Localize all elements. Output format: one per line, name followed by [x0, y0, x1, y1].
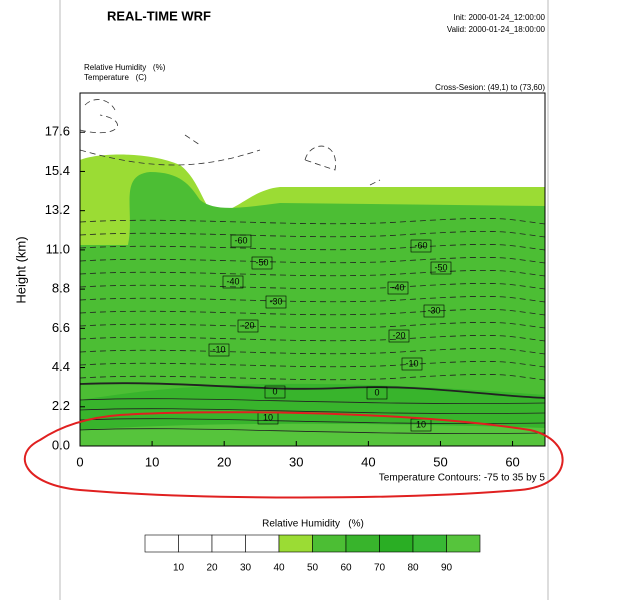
x-tick-label: 60 — [505, 454, 519, 469]
isotherm — [80, 408, 545, 414]
cross-section: Cross-Sesion: (49,1) to (73,60) — [435, 83, 545, 92]
colorbar-level: 60 — [340, 563, 352, 574]
isotherm — [80, 360, 545, 368]
y-tick-label: 15.4 — [45, 163, 70, 178]
y-tick-label: 2.2 — [52, 398, 70, 413]
contour-label: -50 — [255, 257, 268, 267]
isotherm — [80, 243, 545, 251]
contour-label: -10 — [212, 344, 225, 354]
colorbar-title: Relative Humidity (%) — [262, 519, 364, 530]
colorbar-box — [312, 534, 347, 553]
y-tick-label: 13.2 — [45, 202, 70, 217]
isotherm — [80, 230, 545, 238]
field-label: Relative Humidity (%) — [84, 63, 166, 72]
isotherm — [80, 321, 545, 329]
colorbar-level: 50 — [307, 563, 319, 574]
contour-label: -40 — [226, 276, 239, 286]
plot-frame — [79, 92, 546, 447]
colorbar-box — [278, 534, 313, 553]
colorbar-box — [211, 534, 246, 553]
title: REAL-TIME WRF — [107, 8, 211, 23]
isotherm — [80, 256, 545, 264]
y-tick-label: 0.0 — [52, 437, 70, 452]
contour-label-box — [251, 256, 273, 270]
isotherm — [80, 282, 545, 290]
isotherm — [80, 269, 545, 277]
contour-label: -30 — [269, 296, 282, 306]
contour-label-box — [230, 234, 252, 248]
contour-label: 10 — [416, 419, 426, 429]
contour-label-box — [264, 385, 286, 399]
contour-label-box — [387, 281, 409, 295]
contour-label: -60 — [234, 235, 247, 245]
contour-label-box — [265, 295, 287, 309]
contour-label: 0 — [374, 387, 379, 397]
isotherm — [80, 418, 545, 424]
x-tick-label: 40 — [361, 454, 375, 469]
colorbar-box — [379, 534, 414, 553]
colorbar-box — [245, 534, 280, 553]
contour-label: 10 — [263, 412, 273, 422]
contour-label: -50 — [434, 262, 447, 272]
contour-label: 0 — [272, 386, 277, 396]
contour-label-box — [401, 357, 423, 371]
colorbar-box — [345, 534, 380, 553]
y-tick-label: 17.6 — [45, 124, 70, 139]
init-time: Init: 2000-01-24_12:00:00 — [453, 13, 545, 22]
contour-note: Temperature Contours: -75 to 35 by 5 — [379, 473, 546, 484]
contour-label: -20 — [241, 320, 254, 330]
contour-label-box — [208, 343, 230, 357]
colorbar-box — [412, 534, 447, 553]
colorbar-level: 20 — [206, 563, 218, 574]
colorbar-box — [178, 534, 213, 553]
contour-label: -10 — [405, 358, 418, 368]
contour-label-box — [222, 275, 244, 289]
contour-label: -60 — [414, 240, 427, 250]
contour-label-box — [388, 329, 410, 343]
contour-label: -40 — [391, 282, 404, 292]
filled-contours — [80, 99, 545, 446]
y-tick-label: 4.4 — [52, 359, 70, 374]
isotherm — [80, 347, 545, 355]
isotherm — [80, 398, 545, 404]
contour-label: -30 — [427, 305, 440, 315]
y-tick-label: 6.6 — [52, 320, 70, 335]
x-tick-label: 20 — [217, 454, 231, 469]
annotation-ellipse — [23, 411, 564, 499]
colorbar-level: 80 — [407, 563, 419, 574]
isotherm — [80, 334, 545, 342]
colorbar-level: 40 — [273, 563, 285, 574]
contour-label-box — [410, 239, 432, 253]
field-label: Temperature (C) — [84, 73, 147, 82]
x-tick-label: 0 — [76, 454, 83, 469]
isotherm-zero — [80, 382, 545, 399]
contour-label-box — [366, 386, 388, 400]
isotherm — [80, 295, 545, 303]
isotherm — [80, 373, 545, 381]
x-tick-label: 50 — [433, 454, 447, 469]
isotherm — [80, 428, 545, 434]
contour-label-box — [430, 261, 452, 275]
contour-label-box — [423, 304, 445, 318]
colorbar-level: 10 — [173, 563, 185, 574]
colorbar-level: 30 — [240, 563, 252, 574]
y-tick-label: 11.0 — [46, 241, 70, 256]
valid-time: Valid: 2000-01-24_18:00:00 — [447, 25, 546, 34]
isotherm — [80, 308, 545, 316]
colorbar-box — [144, 534, 179, 553]
x-tick-label: 10 — [145, 454, 159, 469]
contour-label: -20 — [392, 330, 405, 340]
contour-label-box — [237, 319, 259, 333]
y-axis-label: Height (km) — [13, 236, 28, 303]
isotherm — [80, 217, 545, 225]
colorbar-level: 70 — [374, 563, 386, 574]
colorbar-level: 90 — [441, 563, 453, 574]
colorbar-box — [446, 534, 481, 553]
y-tick-label: 8.8 — [52, 281, 70, 296]
x-tick-label: 30 — [289, 454, 303, 469]
